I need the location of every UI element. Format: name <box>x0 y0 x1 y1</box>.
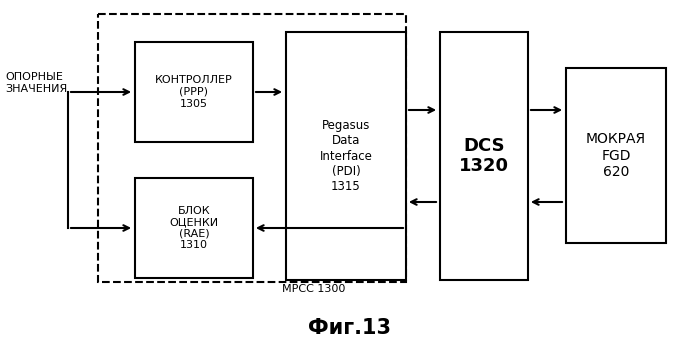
Bar <box>135 42 253 142</box>
Bar <box>566 68 666 243</box>
Text: КОНТРОЛЛЕР
(PPP)
1305: КОНТРОЛЛЕР (PPP) 1305 <box>155 75 233 109</box>
Text: DCS
1320: DCS 1320 <box>459 137 509 175</box>
Bar <box>98 14 406 282</box>
Text: Фиг.13: Фиг.13 <box>308 318 391 338</box>
Text: ОПОРНЫЕ
ЗНАЧЕНИЯ: ОПОРНЫЕ ЗНАЧЕНИЯ <box>5 72 67 94</box>
Bar <box>286 32 406 280</box>
Text: МОКРАЯ
FGD
620: МОКРАЯ FGD 620 <box>586 132 646 179</box>
Bar <box>135 178 253 278</box>
Text: MPCC 1300: MPCC 1300 <box>282 284 345 294</box>
Text: БЛОК
ОЦЕНКИ
(RAE)
1310: БЛОК ОЦЕНКИ (RAE) 1310 <box>169 206 219 251</box>
Text: Pegasus
Data
Interface
(PDI)
1315: Pegasus Data Interface (PDI) 1315 <box>319 119 373 192</box>
Bar <box>440 32 528 280</box>
